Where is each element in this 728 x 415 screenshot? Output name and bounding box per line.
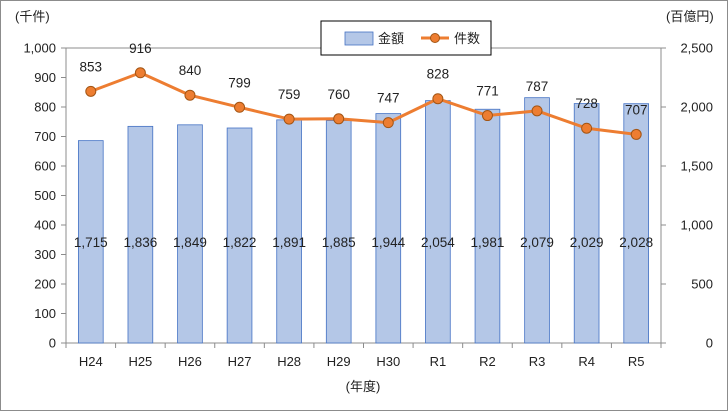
axes-group: 0 100 200 300 400 500 600 700 800 900 1,000 0 500 1,0… (23, 41, 713, 370)
left-axis-tick-label: 200 (34, 277, 56, 292)
bar-amount (276, 119, 302, 344)
x-axis-tick-label: R2 (479, 354, 496, 369)
left-axis-tick-label: 500 (34, 188, 56, 203)
left-axis-tick-label: 800 (34, 100, 56, 115)
plot-area-border (65, 47, 662, 344)
data-label-amount: 2,054 (421, 235, 455, 250)
data-label-count: 840 (179, 63, 202, 78)
right-axis-tick-label: 500 (691, 277, 713, 292)
left-axis-tick-label: 900 (34, 70, 56, 85)
left-axis-tick-label: 100 (34, 306, 56, 321)
data-label-count: 747 (377, 91, 400, 106)
data-label-count: 760 (327, 87, 350, 102)
point-count (630, 128, 642, 140)
bar-amount (375, 113, 402, 344)
bar-amount (226, 127, 253, 344)
bar-amount (623, 103, 650, 344)
data-label-count: 771 (476, 84, 499, 99)
left-axis-tick-label: 1,000 (23, 41, 56, 56)
data-label-amount: 2,028 (619, 235, 653, 250)
data-label-amount: 1,981 (471, 235, 505, 250)
data-label-count: 728 (575, 96, 598, 111)
x-axis-tick-label: R1 (430, 354, 447, 369)
left-axis-tick-label: 0 (49, 336, 56, 351)
point-count (333, 113, 345, 125)
line-series-count (85, 67, 642, 140)
legend-swatch-amount (344, 31, 374, 46)
right-axis-tick-label: 2,000 (680, 100, 713, 115)
bar-amount (177, 124, 203, 344)
data-label-count: 707 (625, 102, 648, 117)
data-label-amount: 1,715 (74, 235, 108, 250)
left-axis-unit: (千件) (15, 9, 50, 24)
left-axis-tick-label: 700 (34, 129, 56, 144)
data-label-count: 916 (129, 41, 152, 56)
point-count (481, 110, 493, 122)
point-count (184, 89, 196, 101)
x-axis-tick-label: H27 (228, 354, 252, 369)
legend-label-amount: 金額 (378, 31, 404, 46)
point-count (283, 113, 295, 125)
point-count (234, 101, 246, 113)
left-axis-tick-label: 400 (34, 218, 56, 233)
x-axis-tick-label: H30 (376, 354, 400, 369)
point-count (581, 122, 593, 134)
right-axis-tick-label: 2,500 (680, 41, 713, 56)
point-count (382, 117, 394, 129)
x-axis-title: (年度) (346, 379, 381, 394)
right-axis-unit: (百億円) (666, 9, 714, 24)
point-count (432, 93, 444, 105)
bar-amount (425, 100, 451, 344)
data-label-count: 759 (278, 87, 301, 102)
line-count (90, 71, 637, 136)
x-axis-tick-label: H25 (128, 354, 152, 369)
bar-amount (474, 108, 501, 344)
data-label-amount: 2,029 (570, 235, 604, 250)
x-axis-tick-label: H26 (178, 354, 202, 369)
point-count (531, 105, 543, 117)
bar-series-amount (77, 97, 650, 344)
point-count (134, 67, 146, 79)
right-axis-tick-label: 0 (706, 336, 713, 351)
x-axis-tick-label: H28 (277, 354, 301, 369)
data-label-amount: 1,944 (371, 235, 405, 250)
data-label-amount: 1,822 (223, 235, 257, 250)
data-label-amount: 2,079 (520, 235, 554, 250)
x-axis-tick-label: R5 (628, 354, 645, 369)
x-axis-tick-label: H24 (79, 354, 103, 369)
x-axis-tick-label: R4 (578, 354, 595, 369)
legend-label-count: 件数 (454, 31, 480, 46)
data-label-amount: 1,885 (322, 235, 356, 250)
legend-marker-count (430, 33, 440, 43)
x-axis-tick-label: H29 (327, 354, 351, 369)
data-label-count: 787 (526, 79, 549, 94)
data-label-amount: 1,849 (173, 235, 207, 250)
bar-amount (325, 120, 352, 344)
right-axis-tick-label: 1,000 (680, 218, 713, 233)
data-label-count: 828 (427, 67, 450, 82)
data-labels: 1,715 1,836 1,849 1,822 1,891 1,885 1,944 2,054… (74, 41, 653, 250)
bar-amount (127, 125, 154, 344)
legend: 金額 件数 (320, 20, 492, 56)
x-axis-tick-label: R3 (529, 354, 546, 369)
data-label-count: 799 (228, 75, 251, 90)
bar-amount (524, 97, 550, 344)
data-label-amount: 1,836 (123, 235, 157, 250)
data-label-amount: 1,891 (272, 235, 306, 250)
point-count (85, 85, 97, 97)
bar-amount (77, 140, 104, 344)
left-axis-tick-label: 600 (34, 159, 56, 174)
data-label-count: 853 (80, 59, 103, 74)
right-axis-tick-label: 1,500 (680, 159, 713, 174)
bar-amount (573, 103, 600, 344)
left-axis-tick-label: 300 (34, 247, 56, 262)
